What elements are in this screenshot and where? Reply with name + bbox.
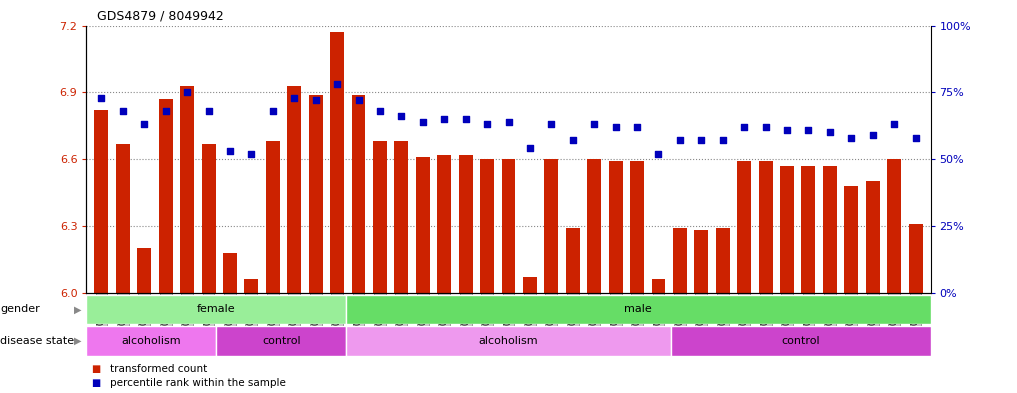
Bar — [217, 326, 346, 356]
Bar — [652, 279, 665, 293]
Bar — [695, 230, 708, 293]
Point — [307, 97, 323, 103]
Text: alcoholism: alcoholism — [122, 336, 181, 346]
Point — [522, 145, 538, 152]
Bar — [180, 86, 194, 293]
Text: ■: ■ — [92, 364, 101, 375]
Text: gender: gender — [0, 305, 40, 314]
Bar — [116, 143, 130, 293]
Bar — [673, 228, 686, 293]
Bar — [159, 99, 173, 293]
Point — [394, 113, 410, 119]
Bar — [395, 141, 409, 293]
Point — [607, 124, 623, 130]
Bar — [437, 155, 452, 293]
Point — [158, 108, 174, 114]
Point — [458, 116, 474, 122]
Bar — [346, 326, 671, 356]
Point — [843, 135, 859, 141]
Bar — [265, 141, 280, 293]
Point — [800, 127, 817, 133]
Point — [694, 137, 710, 143]
Bar — [608, 162, 622, 293]
Text: control: control — [781, 336, 820, 346]
Text: control: control — [262, 336, 301, 346]
Bar — [459, 155, 473, 293]
Bar — [480, 159, 494, 293]
Bar — [631, 162, 644, 293]
Point — [264, 108, 281, 114]
Bar — [416, 157, 430, 293]
Point — [136, 121, 153, 128]
Bar — [86, 295, 346, 324]
Text: ■: ■ — [92, 378, 101, 388]
Point — [94, 95, 110, 101]
Text: transformed count: transformed count — [110, 364, 207, 375]
Text: GDS4879 / 8049942: GDS4879 / 8049942 — [97, 10, 224, 23]
Bar — [565, 228, 580, 293]
Point — [586, 121, 602, 128]
Text: ▶: ▶ — [74, 305, 81, 314]
Text: ▶: ▶ — [74, 336, 81, 346]
Bar — [309, 95, 322, 293]
Point — [500, 119, 517, 125]
Point — [351, 97, 367, 103]
Bar — [759, 162, 773, 293]
Point — [200, 108, 217, 114]
Point — [822, 129, 838, 136]
Bar — [137, 248, 152, 293]
Bar — [223, 253, 237, 293]
Text: male: male — [624, 305, 652, 314]
Bar — [287, 86, 301, 293]
Bar — [865, 182, 880, 293]
Bar — [887, 159, 901, 293]
Point — [436, 116, 453, 122]
Point — [372, 108, 388, 114]
Point — [115, 108, 131, 114]
Text: alcoholism: alcoholism — [479, 336, 538, 346]
Bar — [523, 277, 537, 293]
Bar — [86, 326, 217, 356]
Point — [328, 81, 345, 88]
Point — [715, 137, 731, 143]
Bar — [801, 166, 816, 293]
Bar — [587, 159, 601, 293]
Point — [907, 135, 923, 141]
Bar — [908, 224, 922, 293]
Bar — [373, 141, 386, 293]
Point — [650, 151, 666, 157]
Point — [672, 137, 689, 143]
Bar — [346, 295, 931, 324]
Bar — [501, 159, 516, 293]
Bar — [823, 166, 837, 293]
Bar — [844, 186, 858, 293]
Bar — [95, 110, 109, 293]
Point — [243, 151, 259, 157]
Bar — [244, 279, 258, 293]
Point — [736, 124, 753, 130]
Bar — [331, 32, 344, 293]
Point — [479, 121, 495, 128]
Point — [415, 119, 431, 125]
Bar — [780, 166, 794, 293]
Point — [179, 89, 195, 95]
Point — [222, 148, 238, 154]
Bar — [352, 95, 365, 293]
Bar — [201, 143, 216, 293]
Point — [286, 95, 302, 101]
Point — [564, 137, 581, 143]
Bar — [716, 228, 730, 293]
Text: female: female — [197, 305, 236, 314]
Point — [779, 127, 795, 133]
Point — [758, 124, 774, 130]
Point — [864, 132, 881, 138]
Bar — [671, 326, 931, 356]
Point — [543, 121, 559, 128]
Bar — [737, 162, 752, 293]
Point — [629, 124, 645, 130]
Text: disease state: disease state — [0, 336, 74, 346]
Bar — [544, 159, 558, 293]
Text: percentile rank within the sample: percentile rank within the sample — [110, 378, 286, 388]
Point — [886, 121, 902, 128]
